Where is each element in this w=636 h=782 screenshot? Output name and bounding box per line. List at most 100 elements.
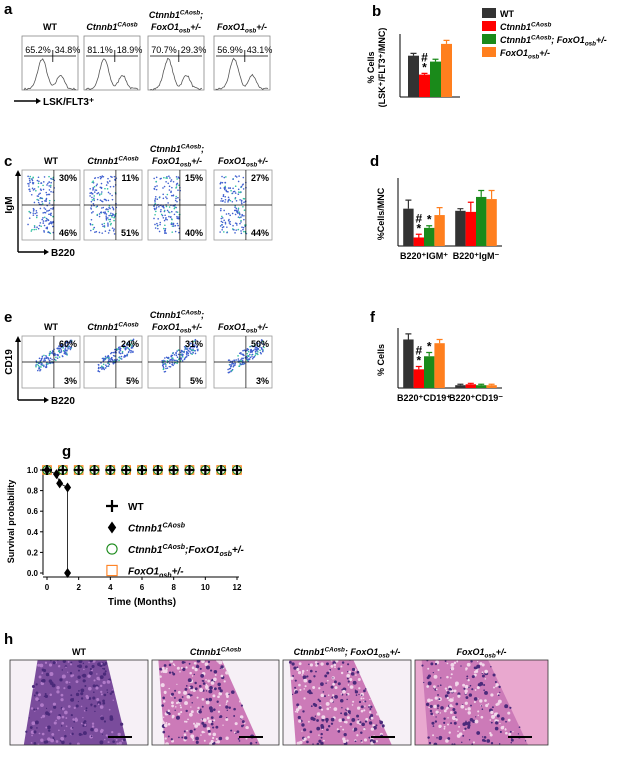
cell-nucleus [200, 673, 205, 678]
cell-dot [240, 216, 242, 218]
cell-nucleus [330, 717, 335, 722]
cell-dot [100, 193, 103, 195]
cell-nucleus [433, 674, 438, 679]
cell-dot [113, 228, 115, 231]
cell-dot [252, 345, 254, 348]
cell-dot [104, 364, 107, 366]
cell-dot [169, 362, 171, 365]
cell-nucleus [341, 689, 343, 691]
cell-dot [98, 213, 101, 215]
cell-dot [153, 217, 155, 220]
cell-nucleus [429, 704, 433, 708]
cell-dot [56, 357, 59, 359]
cell-dot [103, 222, 106, 225]
cell-dot [178, 231, 180, 234]
cell-nucleus [483, 689, 485, 691]
cell-dot [163, 207, 165, 209]
cell-nucleus [226, 695, 229, 698]
cell-dot [131, 346, 134, 349]
cell-dot [194, 349, 196, 352]
quadrant-upper: 27% [251, 173, 269, 183]
cell-nucleus [334, 666, 336, 669]
cell-nucleus [446, 691, 450, 695]
cell-dot [131, 344, 133, 347]
cell-nucleus [33, 730, 37, 734]
cell-dot [101, 367, 103, 369]
cell-nucleus [71, 674, 75, 677]
cell-nucleus [105, 734, 108, 737]
cell-nucleus [200, 734, 202, 736]
cell-dot [220, 220, 223, 223]
cell-dot [99, 186, 102, 189]
x-tick-label: 12 [233, 583, 242, 592]
cell-nucleus [490, 693, 494, 697]
bar [424, 356, 435, 388]
cell-dot [243, 214, 245, 217]
cell-dot [255, 341, 258, 344]
cell-dot [60, 351, 62, 354]
cell-dot [123, 356, 126, 358]
marker-square [106, 564, 118, 577]
cell-dot [234, 206, 236, 209]
cell-dot [66, 353, 68, 356]
cell-dot [224, 198, 227, 201]
cell-dot [52, 225, 54, 228]
cell-nucleus [171, 704, 175, 708]
cell-dot [171, 218, 173, 221]
cell-dot [47, 193, 50, 196]
cell-dot [192, 349, 194, 352]
cell-dot [240, 232, 243, 235]
cell-nucleus [239, 715, 244, 719]
cell-dot [50, 177, 52, 180]
cell-nucleus [347, 663, 350, 666]
cell-dot [58, 350, 61, 353]
cell-nucleus [294, 679, 297, 682]
cell-nucleus [201, 680, 204, 682]
cell-nucleus [161, 666, 165, 670]
cell-dot [60, 343, 63, 346]
cell-dot [219, 231, 221, 233]
cell-dot [105, 365, 108, 368]
cell-dot [43, 211, 46, 214]
cell-nucleus [468, 693, 473, 697]
cell-nucleus [160, 683, 165, 688]
cell-dot [117, 347, 120, 349]
cell-dot [227, 212, 230, 215]
cell-nucleus [464, 684, 469, 689]
cell-dot [232, 362, 235, 365]
cell-dot [237, 228, 240, 231]
cell-dot [262, 340, 264, 343]
cell-dot [45, 191, 48, 194]
cell-nucleus [185, 709, 188, 713]
cell-dot [158, 196, 161, 198]
cell-dot [153, 208, 156, 211]
cell-dot [48, 185, 50, 187]
label-part: +/- [191, 156, 202, 166]
cell-dot [42, 188, 45, 191]
cell-dot [242, 230, 245, 233]
cell-nucleus [61, 707, 65, 711]
cell-nucleus [67, 660, 70, 663]
cell-nucleus [182, 667, 186, 672]
cell-nucleus [438, 698, 441, 701]
cell-nucleus [481, 738, 485, 742]
arrow-head [15, 336, 21, 342]
cell-nucleus [73, 720, 76, 723]
cell-dot [164, 218, 167, 220]
cell-dot [173, 207, 176, 210]
cell-nucleus [84, 680, 86, 682]
cell-dot [248, 358, 251, 360]
cell-dot [49, 357, 52, 360]
cell-nucleus [430, 662, 434, 666]
cell-nucleus [432, 734, 435, 737]
cell-nucleus [34, 720, 39, 725]
cell-dot [54, 354, 57, 356]
cell-nucleus [167, 722, 171, 726]
cell-nucleus [439, 712, 442, 714]
cell-nucleus [104, 670, 107, 673]
label-part: +/- [172, 567, 185, 578]
cell-dot [173, 359, 176, 362]
cell-dot [44, 359, 46, 362]
label-part: Ctnnb1 [87, 322, 118, 332]
cell-dot [35, 365, 37, 368]
